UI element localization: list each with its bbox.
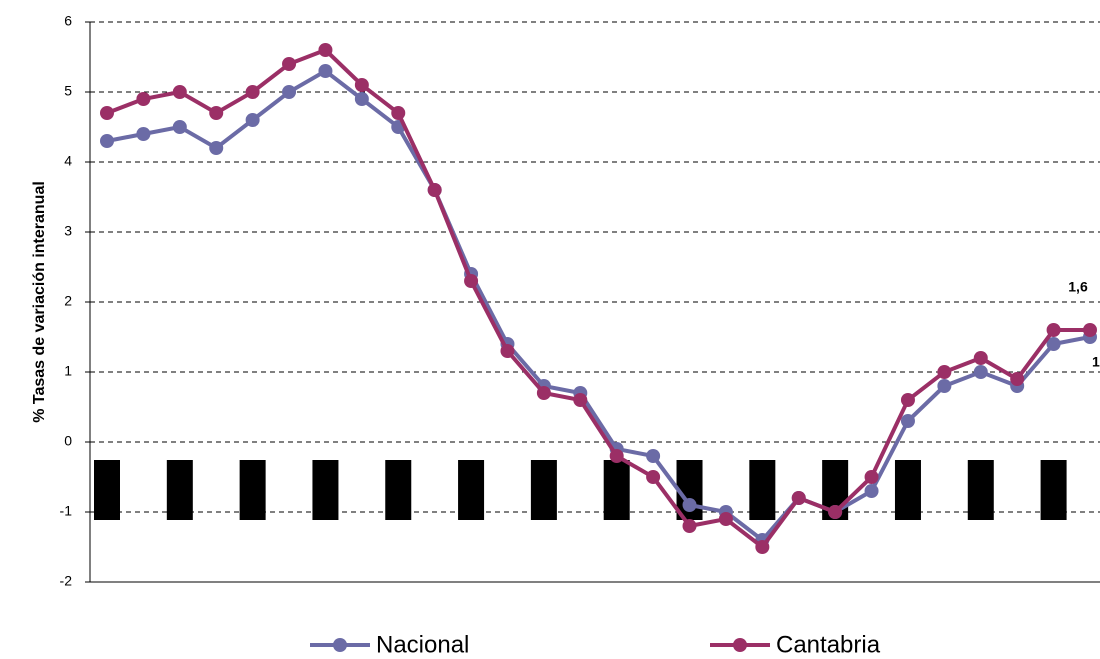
- y-tick-label: 3: [64, 223, 72, 239]
- redacted-label: [94, 460, 120, 520]
- point: [172, 120, 187, 134]
- point: [1046, 337, 1061, 351]
- point: [136, 127, 151, 141]
- point: [209, 106, 224, 120]
- redacted-label: [894, 460, 921, 520]
- y-tick-label: 1: [64, 363, 72, 379]
- legend-marker: [333, 638, 347, 652]
- point: [209, 141, 224, 155]
- point: [391, 106, 406, 120]
- point: [828, 505, 843, 519]
- point: [755, 540, 770, 554]
- y-tick-label: 4: [64, 153, 72, 169]
- point: [646, 449, 661, 463]
- y-tick-label: 2: [64, 293, 72, 309]
- redacted-label: [603, 460, 630, 520]
- point: [609, 449, 624, 463]
- point: [1083, 323, 1097, 337]
- point: [864, 470, 879, 484]
- redacted-label: [458, 460, 485, 520]
- point: [791, 491, 806, 505]
- y-tick-label: 0: [64, 433, 72, 449]
- point: [682, 519, 697, 533]
- point: [245, 85, 260, 99]
- point: [1046, 323, 1061, 337]
- point: [973, 351, 988, 365]
- point: [100, 134, 114, 148]
- point: [937, 365, 952, 379]
- data-label: 1,6: [1068, 279, 1088, 295]
- point: [937, 379, 952, 393]
- point: [900, 414, 915, 428]
- y-axis-label: % Tasas de variación interanual: [31, 181, 48, 423]
- point: [354, 78, 369, 92]
- point: [718, 512, 733, 526]
- point: [427, 183, 442, 197]
- point: [282, 85, 297, 99]
- point: [136, 92, 151, 106]
- legend-marker: [733, 638, 747, 652]
- point: [573, 393, 588, 407]
- point: [900, 393, 915, 407]
- redacted-label: [967, 460, 994, 520]
- y-tick-label: 5: [64, 83, 72, 99]
- point: [100, 106, 114, 120]
- point: [1010, 372, 1025, 386]
- legend-label: Cantabria: [776, 631, 881, 658]
- series-line: [106, 68, 1091, 543]
- redacted-label: [312, 460, 339, 520]
- redacted-label: [239, 460, 266, 520]
- series-line: [106, 47, 1090, 550]
- point: [536, 386, 551, 400]
- point: [318, 64, 333, 78]
- point: [282, 57, 297, 71]
- point: [318, 43, 333, 57]
- point: [646, 470, 661, 484]
- legend-label: Nacional: [376, 631, 469, 658]
- point: [245, 113, 260, 127]
- redacted-label: [749, 460, 776, 520]
- point: [500, 344, 515, 358]
- point: [973, 365, 988, 379]
- redacted-label: [166, 460, 193, 520]
- point: [464, 274, 479, 288]
- point: [864, 484, 879, 498]
- redacted-label: [1040, 460, 1067, 520]
- redacted-label: [530, 460, 557, 520]
- y-tick-label: -2: [60, 573, 73, 589]
- y-tick-label: 6: [64, 13, 72, 29]
- point: [682, 498, 697, 512]
- point: [354, 92, 369, 106]
- data-label: 1,5: [1092, 354, 1100, 370]
- y-tick-label: -1: [60, 503, 73, 519]
- redacted-label: [385, 460, 412, 520]
- point: [172, 85, 187, 99]
